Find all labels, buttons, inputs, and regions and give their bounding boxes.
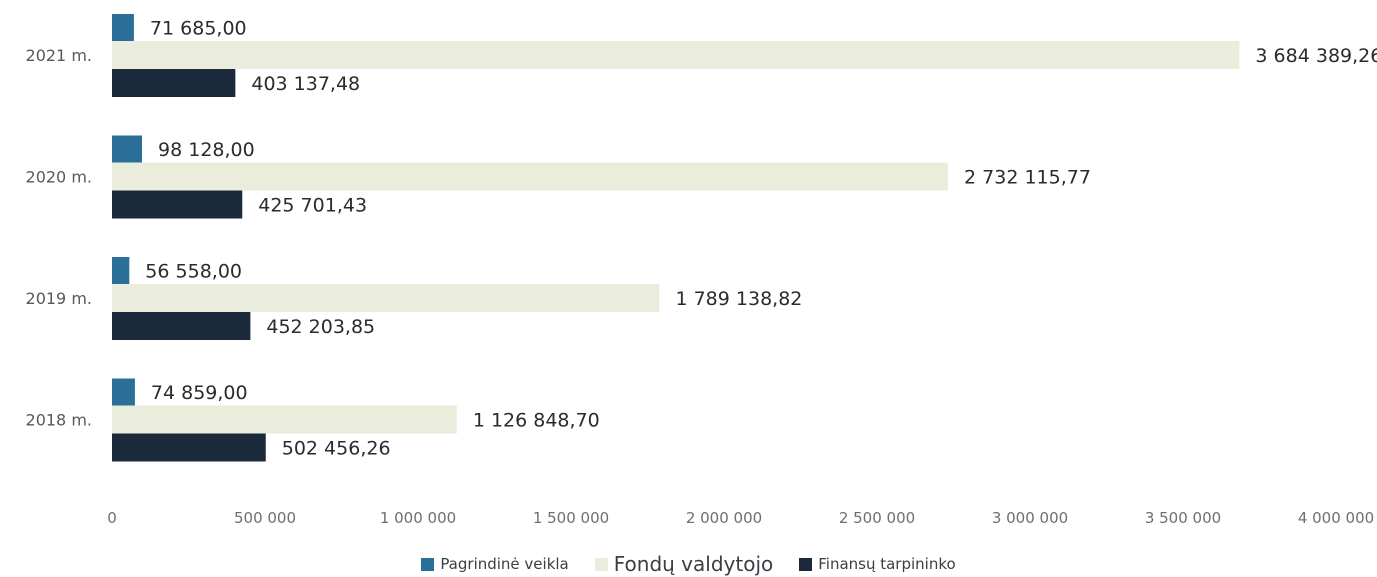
- x-tick-label: 500 000: [234, 509, 296, 527]
- labels-layer: 71 685,00 3 684 389,26 403 137,48 98 128,00…: [145, 18, 1377, 460]
- data-label: 3 684 389,26: [1255, 45, 1377, 67]
- x-tick-label: 3 000 000: [992, 509, 1068, 527]
- data-label: 452 203,85: [266, 316, 375, 338]
- data-label: 502 456,26: [282, 438, 391, 460]
- bars-layer: [112, 14, 1240, 462]
- legend: Pagrindinė veikla Fondų valdytojo Finans…: [0, 552, 1377, 576]
- bar[interactable]: [112, 378, 135, 406]
- data-label: 74 859,00: [151, 382, 248, 404]
- data-label: 403 137,48: [251, 73, 360, 95]
- category-label: 2021 m.: [26, 46, 92, 65]
- legend-item-fondu-valdytojo[interactable]: Fondų valdytojo: [594, 552, 774, 576]
- bar[interactable]: [112, 312, 251, 340]
- data-label: 56 558,00: [145, 261, 242, 283]
- legend-swatch: [799, 557, 813, 571]
- bar[interactable]: [112, 257, 130, 284]
- data-label: 71 685,00: [150, 18, 247, 40]
- data-label: 1 126 848,70: [473, 410, 600, 432]
- bar[interactable]: [112, 41, 1240, 69]
- legend-item-pagrindine-veikla[interactable]: Pagrindinė veikla: [421, 554, 569, 573]
- bar[interactable]: [112, 433, 266, 462]
- category-label: 2020 m.: [26, 168, 92, 187]
- x-tick-label: 0: [107, 509, 117, 527]
- chart: 71 685,00 3 684 389,26 403 137,48 98 128,00…: [26, 14, 1377, 527]
- data-label: 1 789 138,82: [675, 288, 802, 310]
- legend-swatch: [421, 557, 435, 571]
- data-label: 425 701,43: [258, 195, 367, 217]
- x-axis-tick-labels: 0 500 000 1 000 000 1 500 000 2 000 000 2 500…: [107, 509, 1374, 527]
- bar[interactable]: [112, 405, 457, 434]
- legend-label: Pagrindinė veikla: [440, 554, 569, 573]
- x-tick-label: 2 000 000: [686, 509, 762, 527]
- bar[interactable]: [112, 162, 949, 191]
- x-tick-label: 3 500 000: [1145, 509, 1221, 527]
- x-tick-label: 4 000 000: [1298, 509, 1374, 527]
- x-tick-label: 1 500 000: [533, 509, 609, 527]
- bar[interactable]: [112, 284, 660, 312]
- legend-swatch: [594, 557, 608, 571]
- bar[interactable]: [112, 14, 134, 41]
- category-labels: 2021 m. 2020 m. 2019 m. 2018 m.: [26, 46, 92, 430]
- x-tick-label: 1 000 000: [380, 509, 456, 527]
- category-label: 2019 m.: [26, 289, 92, 308]
- x-tick-label: 2 500 000: [839, 509, 915, 527]
- bar[interactable]: [112, 190, 243, 219]
- legend-item-finansu-tarpininko[interactable]: Finansų tarpininko: [799, 554, 956, 573]
- legend-label: Finansų tarpininko: [818, 554, 956, 573]
- bar[interactable]: [112, 135, 143, 163]
- data-label: 98 128,00: [158, 139, 255, 161]
- data-label: 2 732 115,77: [964, 167, 1091, 189]
- legend-label: Fondų valdytojo: [613, 552, 774, 576]
- bar[interactable]: [112, 69, 236, 97]
- category-label: 2018 m.: [26, 411, 92, 430]
